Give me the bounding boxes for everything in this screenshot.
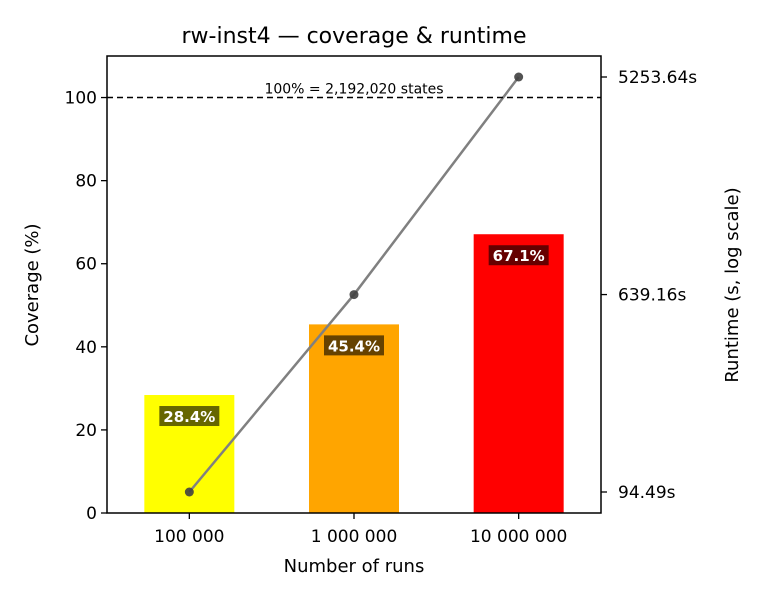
y-axis-label-left: Coverage (%) — [22, 223, 43, 346]
x-tick-label: 100 000 — [154, 527, 224, 547]
bar-value-label-2: 45.4% — [328, 337, 380, 355]
y-tick-label: 0 — [86, 504, 97, 524]
bar-2 — [309, 324, 399, 513]
y-tick-label: 80 — [75, 172, 97, 192]
bar-value-label-1: 28.4% — [163, 408, 215, 426]
bar-value-label-bg-3 — [488, 245, 549, 266]
chart-title: rw-inst4 — coverage & runtime — [181, 24, 526, 49]
runtime-point-1 — [184, 487, 194, 497]
bar-value-label-bg-2 — [324, 335, 384, 356]
y-tick-label: 60 — [75, 255, 97, 275]
runtime-line-layer — [184, 72, 524, 497]
bar-value-label-bg-1 — [159, 406, 220, 427]
y-tick-label: 40 — [75, 338, 97, 358]
x-tick-label: 1 000 000 — [311, 527, 398, 547]
bars-layer: 28.4% 45.4% 67.1% — [144, 234, 564, 514]
bar-value-label-3: 67.1% — [493, 247, 545, 265]
x-tick-label: 10 000 000 — [470, 527, 567, 547]
runtime-tick-label: 639.16s — [618, 286, 686, 306]
y-tick-label: 100 — [65, 89, 97, 109]
y-axis-label-right: Runtime (s, log scale) — [722, 187, 743, 382]
reference-line-label: 100% = 2,192,020 states — [264, 82, 443, 98]
runtime-point-2 — [349, 290, 359, 300]
runtime-point-3 — [514, 72, 524, 82]
axes-layer: 100% = 2,192,020 states 0 20 40 60 80 100 100 0… — [65, 55, 697, 547]
runtime-tick-label: 5253.64s — [618, 68, 697, 88]
bar-3 — [473, 234, 564, 514]
y-tick-label: 20 — [75, 421, 97, 441]
x-axis-label: Number of runs — [284, 556, 425, 577]
runtime-tick-label: 94.49s — [618, 483, 676, 503]
